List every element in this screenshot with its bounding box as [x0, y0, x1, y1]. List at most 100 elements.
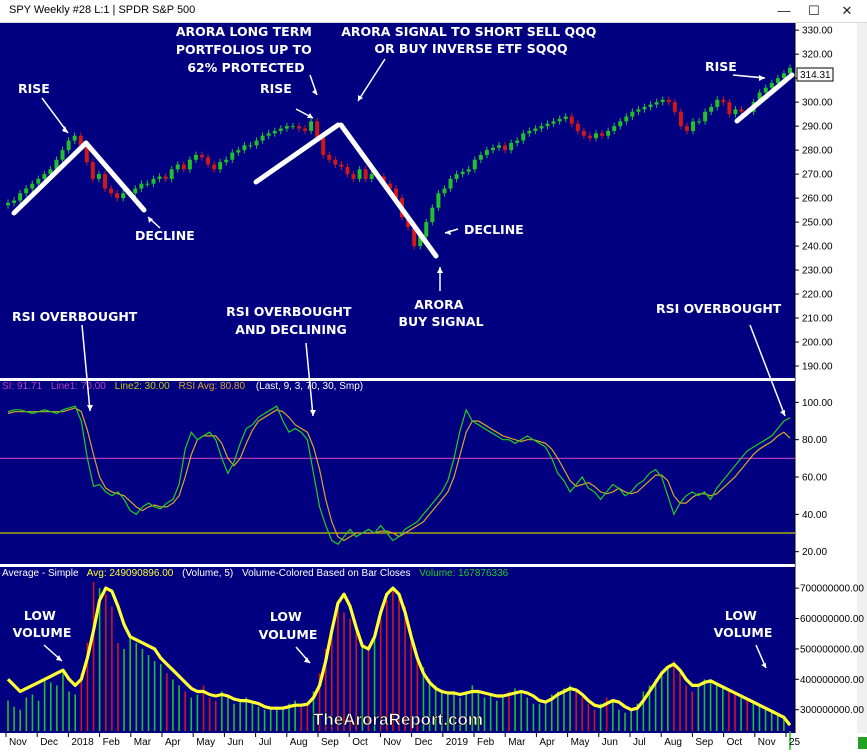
candle-body: [309, 121, 314, 131]
date-label: Dec: [40, 737, 58, 748]
candle-body: [169, 169, 174, 179]
annotation-rsi-ob2-line1: RSI OVERBOUGHT: [226, 304, 352, 319]
candle-body: [581, 130, 586, 136]
candle-body: [175, 164, 180, 170]
candle-body: [406, 217, 411, 227]
candle-body: [218, 162, 223, 170]
candle-body: [721, 99, 726, 103]
candle-body: [703, 111, 708, 122]
candle-body: [145, 183, 150, 185]
candle-body: [327, 154, 332, 160]
candle-body: [224, 159, 229, 163]
annotation-short-signal: ARORA SIGNAL TO SHORT SELL QQQ OR BUY IN…: [341, 24, 601, 56]
candle-body: [30, 183, 35, 189]
annotation-decline-1: DECLINE: [135, 228, 195, 243]
window-title: SPY Weekly #28 L:1 | SPDR S&P 500: [9, 4, 196, 16]
date-label: Feb: [477, 737, 495, 748]
candle-body: [757, 92, 762, 103]
vol-legend-volume: Volume: 167876336: [419, 568, 508, 579]
vol-legend-note: Volume-Colored Based on Bar Closes: [242, 568, 410, 579]
chart-area[interactable]: 330.00320.00310.00300.00290.00280.00270.…: [0, 23, 867, 751]
candle-body: [618, 121, 623, 127]
annotation-rise-1: RISE: [18, 81, 50, 96]
candle-body: [369, 174, 374, 179]
date-label: 2019: [446, 737, 469, 748]
candle-body: [12, 200, 17, 203]
candle-body: [339, 164, 344, 167]
date-label: 2018: [71, 737, 94, 748]
date-label: Jun: [602, 737, 618, 748]
candle-body: [42, 174, 47, 179]
candle-body: [163, 176, 168, 179]
annotation-portfolio-line3: 62% PROTECTED: [187, 60, 304, 75]
candle-body: [594, 133, 599, 139]
date-label: Dec: [415, 737, 433, 748]
trend-line-rise-1: [11, 140, 89, 216]
annotation-rise-3: RISE: [705, 59, 737, 74]
candle-body: [672, 102, 677, 112]
candle-body: [606, 130, 611, 136]
candle-body: [436, 193, 441, 208]
annotation-short-line2: OR BUY INVERSE ETF SQQQ: [374, 41, 567, 56]
price-tick-label: 240.00: [802, 242, 833, 253]
candle-body: [678, 111, 683, 127]
candle-body: [442, 188, 447, 194]
candle-body: [333, 159, 338, 165]
candle-body: [775, 78, 780, 83]
candle-body: [763, 87, 768, 93]
rsi-legend-avg: RSI Avg: 80.80: [179, 381, 246, 392]
volume-tick-label: 300000000.00: [800, 705, 864, 716]
status-indicator: [858, 737, 867, 749]
candle-body: [418, 236, 423, 247]
candle-body: [539, 126, 544, 129]
price-tick-label: 230.00: [802, 266, 833, 277]
candle-body: [139, 183, 144, 189]
price-tick-label: 220.00: [802, 290, 833, 301]
price-tick-label: 260.00: [802, 194, 833, 205]
title-bar: SPY Weekly #28 L:1 | SPDR S&P 500 — ☐ ✕: [0, 0, 867, 23]
rsi-panel[interactable]: [0, 381, 795, 564]
date-label: Apr: [165, 737, 181, 748]
annotation-portfolio: ARORA LONG TERM PORTFOLIOS UP TO 62% PRO…: [176, 24, 316, 75]
annotation-rsi-overbought-2: RSI OVERBOUGHT AND DECLINING: [226, 304, 356, 337]
minimize-button[interactable]: —: [777, 3, 791, 18]
annotation-low-volume-3: LOW VOLUME: [714, 608, 773, 640]
candle-body: [587, 135, 592, 139]
candle-body: [781, 73, 786, 79]
maximize-button[interactable]: ☐: [808, 3, 820, 18]
candle-body: [739, 109, 744, 112]
candle-body: [424, 222, 429, 237]
date-label: Nov: [9, 737, 27, 748]
candle-body: [24, 188, 29, 194]
price-tick-label: 200.00: [802, 338, 833, 349]
trend-line-rise-2: [253, 122, 341, 185]
candle-body: [254, 140, 259, 146]
last-price-label: 314.31: [800, 70, 831, 81]
volume-tick-label: 700000000.00: [800, 584, 864, 595]
candle-body: [654, 102, 659, 105]
price-axis: [795, 23, 857, 733]
candle-body: [709, 106, 714, 112]
volume-tick-label: 600000000.00: [800, 614, 864, 625]
candle-body: [648, 104, 653, 107]
close-button[interactable]: ✕: [841, 3, 853, 18]
candle-body: [206, 157, 211, 165]
candle-body: [351, 174, 356, 179]
candle-body: [36, 178, 41, 184]
candle-body: [48, 169, 53, 175]
candle-body: [60, 150, 65, 160]
annotation-buy-line1: ARORA: [414, 297, 464, 312]
candle-body: [387, 183, 392, 189]
last-price-box: [796, 67, 834, 82]
price-tick-label: 210.00: [802, 314, 833, 325]
date-label: Mar: [134, 737, 152, 748]
rsi-tick-label: 20.00: [802, 547, 827, 558]
candle-body: [636, 109, 641, 112]
date-label: Nov: [383, 737, 401, 748]
candle-body: [533, 128, 538, 131]
candle-body: [230, 152, 235, 160]
trend-line-decline-2: [338, 122, 439, 259]
price-tick-label: 280.00: [802, 146, 833, 157]
candle-body: [666, 99, 671, 103]
date-label: Sep: [321, 737, 339, 748]
